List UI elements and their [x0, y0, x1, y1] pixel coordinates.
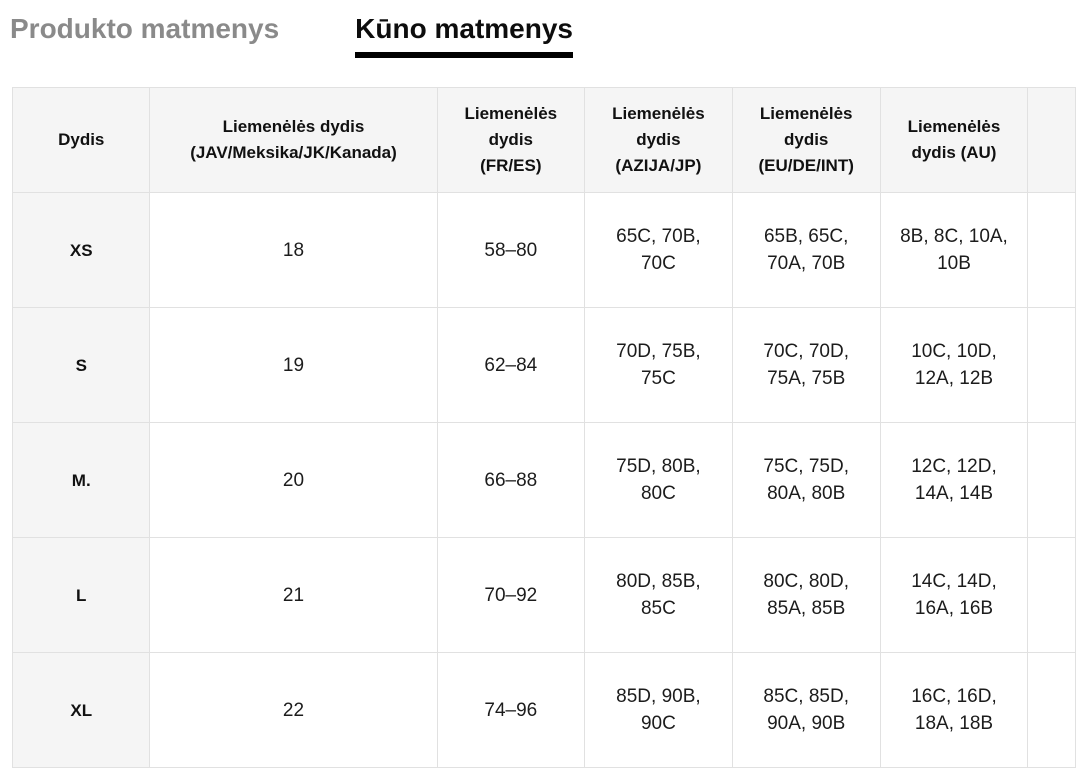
col-header-eu-de-int: Liemenėlės dydis (EU/DE/INT): [731, 87, 881, 193]
size-cell: 21: [149, 537, 438, 653]
col-header-au: Liemenėlės dydis (AU): [879, 87, 1029, 193]
table-row-xl: XL 22 74–96 85D, 90B, 90C 85C, 85D, 90A,…: [11, 652, 1076, 768]
size-cell: 18: [149, 192, 438, 308]
size-cell: 80C, 80D, 85A, 85B: [731, 537, 881, 653]
table-row-l: L 21 70–92 80D, 85B, 85C 80C, 80D, 85A, …: [11, 537, 1076, 653]
size-cell: 16C, 16D, 18A, 18B: [879, 652, 1029, 768]
col-header-jav-meksika-jk-kanada: Liemenėlės dydis (JAV/Meksika/JK/Kanada): [149, 87, 438, 193]
size-cell: 58–80: [436, 192, 586, 308]
row-label: XL: [11, 652, 151, 768]
size-cell-clipped: [1027, 192, 1076, 308]
col-header-clipped: [1027, 87, 1076, 193]
size-cell: 74–96: [436, 652, 586, 768]
size-cell: 20: [149, 422, 438, 538]
row-label: L: [11, 537, 151, 653]
size-cell: 65C, 70B, 70C: [584, 192, 733, 308]
size-cell-clipped: [1027, 307, 1076, 423]
col-header-fr-es: Liemenėlės dydis (FR/ES): [436, 87, 586, 193]
size-cell: 65B, 65C, 70A, 70B: [731, 192, 881, 308]
col-header-azija-jp: Liemenėlės dydis (AZIJA/JP): [584, 87, 733, 193]
size-cell: 75D, 80B, 80C: [584, 422, 733, 538]
size-cell: 62–84: [436, 307, 586, 423]
size-cell: 70C, 70D, 75A, 75B: [731, 307, 881, 423]
size-cell: 70–92: [436, 537, 586, 653]
size-cell-clipped: [1027, 652, 1076, 768]
size-cell: 14C, 14D, 16A, 16B: [879, 537, 1029, 653]
row-label: XS: [11, 192, 151, 308]
size-table: Dydis Liemenėlės dydis (JAV/Meksika/JK/K…: [11, 87, 1076, 768]
size-chart-tabbar: Produkto matmenys Kūno matmenys: [0, 0, 1076, 58]
size-cell: 85D, 90B, 90C: [584, 652, 733, 768]
header-row: Dydis Liemenėlės dydis (JAV/Meksika/JK/K…: [11, 87, 1076, 193]
col-header-dydis: Dydis: [11, 87, 151, 193]
size-cell: 75C, 75D, 80A, 80B: [731, 422, 881, 538]
size-cell: 70D, 75B, 75C: [584, 307, 733, 423]
size-cell-clipped: [1027, 537, 1076, 653]
tab-kuno-matmenys[interactable]: Kūno matmenys: [355, 13, 573, 58]
table-row-m: M. 20 66–88 75D, 80B, 80C 75C, 75D, 80A,…: [11, 422, 1076, 538]
table-row-s: S 19 62–84 70D, 75B, 75C 70C, 70D, 75A, …: [11, 307, 1076, 423]
size-cell: 85C, 85D, 90A, 90B: [731, 652, 881, 768]
size-cell: 22: [149, 652, 438, 768]
size-cell: 10C, 10D, 12A, 12B: [879, 307, 1029, 423]
row-label: S: [11, 307, 151, 423]
table-row-xs: XS 18 58–80 65C, 70B, 70C 65B, 65C, 70A,…: [11, 192, 1076, 308]
size-cell: 12C, 12D, 14A, 14B: [879, 422, 1029, 538]
size-cell-clipped: [1027, 422, 1076, 538]
size-cell: 80D, 85B, 85C: [584, 537, 733, 653]
size-cell: 19: [149, 307, 438, 423]
row-label: M.: [11, 422, 151, 538]
size-cell: 8B, 8C, 10A, 10B: [879, 192, 1029, 308]
tab-produkto-matmenys[interactable]: Produkto matmenys: [10, 13, 280, 44]
size-cell: 66–88: [436, 422, 586, 538]
